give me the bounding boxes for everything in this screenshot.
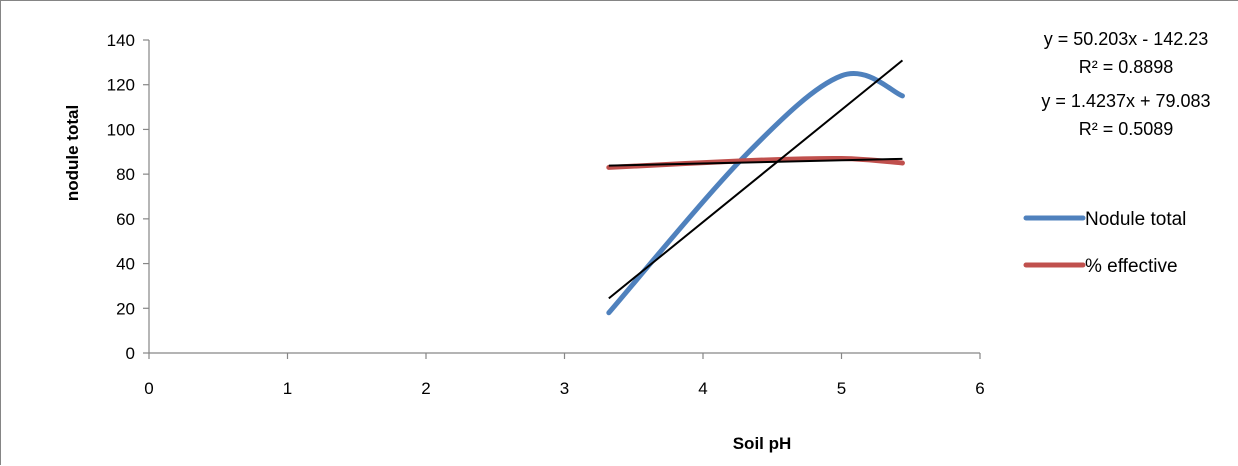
- y-tick-label: 60: [116, 210, 135, 229]
- y-tick-label: 40: [116, 255, 135, 274]
- trendline-r2-2: R² = 0.5089: [1079, 119, 1174, 139]
- y-tick-label: 120: [107, 76, 135, 95]
- y-tick-label: 0: [126, 344, 135, 363]
- y-tick-label: 20: [116, 299, 135, 318]
- trendline-r2-1: R² = 0.8898: [1079, 57, 1174, 77]
- trendline-2: [608, 157, 903, 167]
- x-tick-label: 5: [837, 379, 846, 398]
- x-axis-title: Soil pH: [733, 434, 792, 453]
- trendline-equation-2: y = 1.4237x + 79.083: [1041, 91, 1210, 111]
- y-axis-title: nodule total: [63, 105, 82, 201]
- trendline-equation-1: y = 50.203x - 142.23: [1044, 29, 1209, 49]
- y-tick-label: 100: [107, 120, 135, 139]
- legend-label-nodule-total: Nodule total: [1085, 209, 1186, 230]
- legend-label-percent-effective: % effective: [1085, 256, 1178, 277]
- axes: [148, 40, 980, 354]
- x-tick-label: 1: [283, 379, 292, 398]
- x-tick-label: 3: [560, 379, 569, 398]
- x-tick-label: 0: [144, 379, 153, 398]
- tick-group: 0 20 40 60 80 100 120 140 0 1 2 3 4 5 6: [107, 31, 985, 398]
- y-tick-label: 140: [107, 31, 135, 50]
- x-tick-label: 2: [421, 379, 430, 398]
- trendline-group: [608, 59, 904, 300]
- series-line-nodule-total: [606, 71, 905, 316]
- trendline-equations: y = 50.203x - 142.23 R² = 0.8898 y = 1.4…: [1041, 29, 1210, 139]
- x-tick-label: 6: [975, 379, 984, 398]
- trendline-1: [608, 59, 904, 300]
- legend: Nodule total % effective: [1023, 209, 1186, 277]
- series-group: [606, 71, 905, 316]
- x-tick-label: 4: [698, 379, 707, 398]
- y-tick-label: 80: [116, 165, 135, 184]
